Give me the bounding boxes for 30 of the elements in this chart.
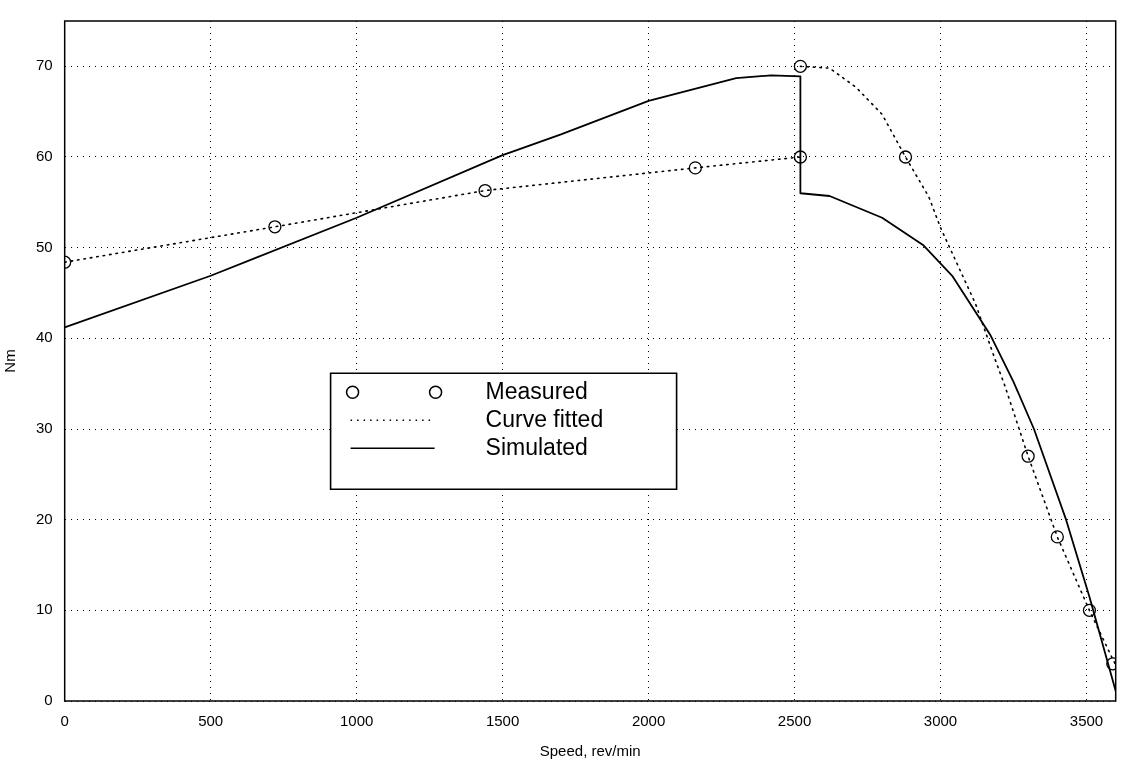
x-tick-label: 500: [198, 712, 224, 730]
point: [793, 150, 808, 164]
x-axis-title: Speed, rev/min: [539, 742, 641, 760]
y-tick-label: 70: [36, 56, 53, 74]
y-tick-label: 50: [36, 237, 53, 255]
y-tick-label: 20: [36, 509, 53, 527]
x-tick-label: 2000: [631, 712, 666, 730]
y-tick-label: 30: [36, 419, 53, 437]
point: [1082, 603, 1097, 617]
x-tick-label: 2500: [777, 712, 812, 730]
x-tick-label: 1500: [485, 712, 520, 730]
x-tick-label: 3000: [923, 712, 958, 730]
point: [478, 183, 492, 198]
legend-label: Simulated: [485, 433, 588, 460]
x-tick-label: 1000: [339, 712, 374, 730]
x-tick-label: 3500: [1069, 712, 1104, 730]
y-tick-label: 10: [36, 600, 53, 618]
y-axis-title: Nm: [1, 349, 19, 373]
point: [898, 150, 913, 164]
y-tick-label: 0: [44, 691, 53, 709]
point: [688, 161, 702, 175]
point: [1021, 449, 1035, 463]
point: [793, 59, 808, 73]
legend-label: Measured: [485, 377, 588, 404]
y-tick-label: 40: [36, 328, 53, 346]
legend-label: Curve fitted: [485, 405, 604, 432]
point: [1050, 530, 1064, 544]
point: [268, 220, 282, 234]
x-tick-label: 0: [60, 712, 69, 730]
y-tick-label: 60: [36, 147, 53, 165]
